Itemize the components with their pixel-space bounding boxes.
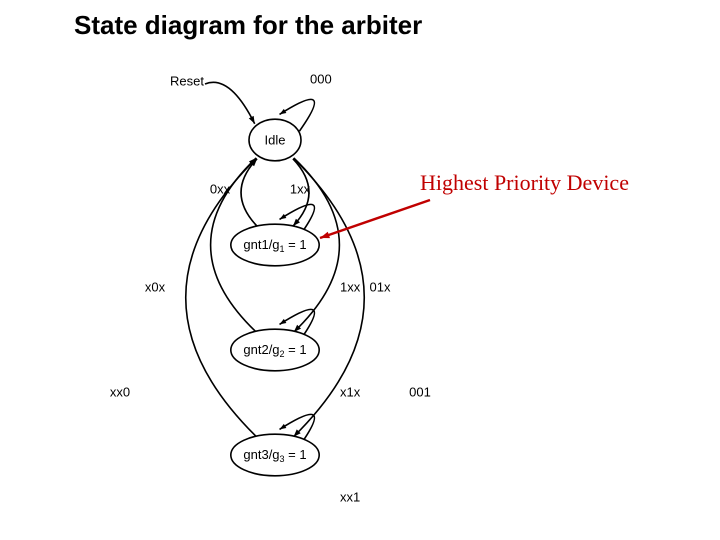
- svg-text:Idle: Idle: [265, 132, 286, 147]
- svg-text:01x: 01x: [370, 279, 391, 294]
- svg-text:000: 000: [310, 71, 332, 86]
- diagram-stage: State diagram for the arbiter Highest Pr…: [0, 0, 720, 540]
- svg-text:gnt3/g3 = 1: gnt3/g3 = 1: [243, 447, 306, 464]
- svg-text:gnt2/g2 = 1: gnt2/g2 = 1: [243, 342, 306, 359]
- svg-text:1xx: 1xx: [340, 279, 361, 294]
- svg-text:xx1: xx1: [340, 489, 360, 504]
- svg-text:x1x: x1x: [340, 384, 361, 399]
- svg-text:001: 001: [409, 384, 431, 399]
- svg-text:x0x: x0x: [145, 279, 166, 294]
- svg-text:0xx: 0xx: [210, 181, 231, 196]
- svg-text:gnt1/g1 = 1: gnt1/g1 = 1: [243, 237, 306, 254]
- state-diagram-svg: 1xx 0xx 01x x0x 001 xx0 000 1xx x1x xx1 Reset Idle g…: [0, 0, 720, 540]
- svg-text:1xx: 1xx: [290, 181, 311, 196]
- svg-text:xx0: xx0: [110, 384, 130, 399]
- svg-text:Reset: Reset: [170, 73, 204, 88]
